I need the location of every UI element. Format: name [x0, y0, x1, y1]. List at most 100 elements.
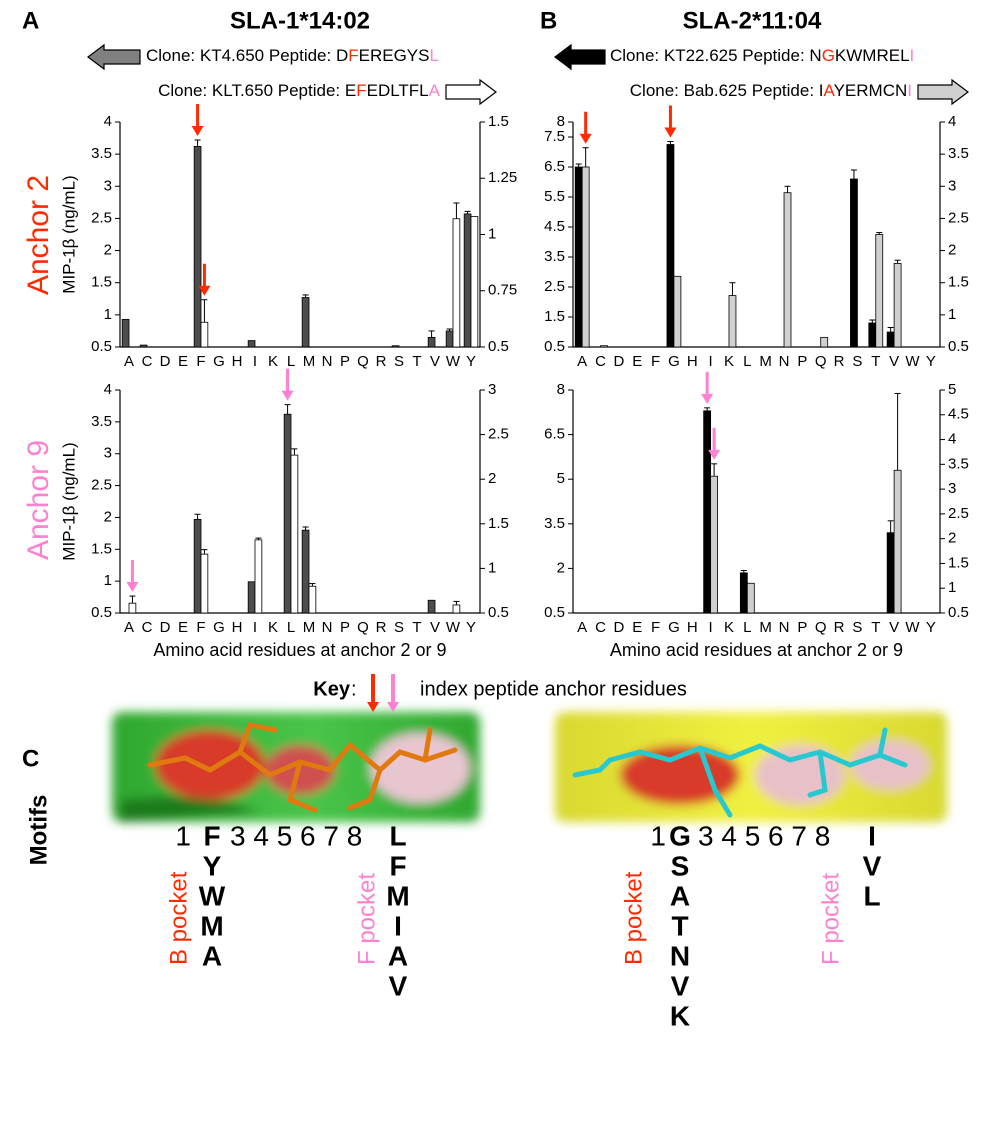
- x-tick-label: H: [687, 619, 698, 636]
- motifs-title: Motifs: [25, 795, 52, 866]
- panel-title: SLA-1*14:02: [230, 7, 370, 34]
- key-colon: :: [351, 678, 357, 700]
- x-tick-label: M: [759, 353, 772, 370]
- y2-tick-label: 2: [948, 530, 956, 547]
- bar: [893, 263, 902, 348]
- panel-title: SLA-2*11:04: [683, 7, 822, 34]
- anchor-arrow-head: [198, 285, 211, 296]
- clone-text-segment: EDLTFL: [367, 81, 429, 100]
- bar: [875, 234, 884, 348]
- anchor9-residue: V: [863, 850, 882, 881]
- anchor9-residue: I: [394, 910, 402, 941]
- y2-tick-label: 5: [948, 381, 956, 398]
- anchor2-residue: K: [670, 1000, 690, 1031]
- x-tick-label: S: [394, 619, 404, 636]
- x-tick-label: Y: [926, 353, 936, 370]
- clone-text-segment: I: [910, 46, 915, 65]
- x-tick-label: R: [834, 619, 845, 636]
- y-tick-label: 3.5: [544, 515, 565, 532]
- bar: [868, 322, 877, 348]
- y2-tick-label: 1.5: [948, 554, 969, 571]
- bar: [581, 166, 590, 348]
- clone-text-segment: Clone: KLT.650 Peptide: E: [158, 81, 356, 100]
- y2-tick-label: 2: [488, 470, 496, 487]
- clone-label: Clone: KT22.625 Peptide: NGKWMRELI: [610, 46, 914, 65]
- x-tick-label: H: [232, 619, 243, 636]
- anchor-arrow-head: [664, 127, 677, 138]
- x-tick-label: G: [213, 619, 225, 636]
- y-tick-label: 0.5: [91, 604, 112, 621]
- x-tick-label: F: [196, 619, 205, 636]
- y-tick-label: 5: [557, 470, 565, 487]
- clone-text-segment: Clone: KT22.625 Peptide: N: [610, 46, 822, 65]
- x-tick-label: L: [743, 619, 751, 636]
- b-pocket-label: B pocket: [620, 871, 647, 965]
- y2-tick-label: 2.5: [948, 505, 969, 522]
- bar: [254, 539, 263, 614]
- y-tick-label: 4: [104, 113, 112, 130]
- bar: [301, 297, 310, 348]
- anchor2-residue: N: [670, 940, 690, 971]
- x-tick-label: N: [322, 619, 333, 636]
- motif-position: 1: [650, 820, 666, 851]
- y-tick-label: 5.5: [544, 188, 565, 205]
- bar: [666, 144, 675, 348]
- x-tick-label: R: [376, 619, 387, 636]
- x-tick-label: H: [687, 353, 698, 370]
- f-pocket-label: F pocket: [353, 873, 380, 965]
- y2-tick-label: 1: [948, 306, 956, 323]
- bar: [452, 604, 461, 614]
- motif-position: 1: [175, 820, 191, 851]
- row-label: Anchor 2: [22, 175, 55, 295]
- x-tick-label: G: [213, 353, 225, 370]
- peptide-sticks-right: [572, 727, 908, 818]
- x-tick-label: C: [142, 619, 153, 636]
- x-tick-label: S: [852, 619, 862, 636]
- y-tick-label: 4.5: [544, 218, 565, 235]
- x-tick-label: R: [376, 353, 387, 370]
- anchor-arrow-head: [387, 702, 399, 712]
- y-tick-label: 7.5: [544, 128, 565, 145]
- x-tick-label: D: [160, 353, 171, 370]
- x-tick-label: T: [871, 353, 880, 370]
- y-tick-label: 3: [104, 445, 112, 462]
- x-tick-label: Y: [466, 353, 476, 370]
- bar: [247, 581, 256, 614]
- x-tick-label: Q: [815, 353, 827, 370]
- x-tick-label: D: [613, 619, 624, 636]
- bar: [886, 532, 895, 614]
- f-pocket-label: F pocket: [817, 873, 844, 965]
- x-tick-label: K: [268, 619, 278, 636]
- bar: [710, 475, 718, 614]
- x-tick-label: E: [178, 619, 188, 636]
- direction-arrow: [917, 78, 969, 106]
- bar: [308, 585, 317, 614]
- bar: [427, 599, 436, 614]
- b-pocket-label: B pocket: [165, 871, 192, 965]
- x-tick-label: I: [709, 619, 713, 636]
- clone-text-segment: Clone: Bab.625 Peptide: I: [630, 81, 824, 100]
- clone-text-segment: L: [429, 46, 438, 65]
- bar: [200, 321, 209, 348]
- motif-positions: 3 4 5 6 7 8: [230, 820, 362, 851]
- bar: [850, 178, 858, 348]
- anchor2-residue: Y: [203, 850, 222, 881]
- x-tick-label: W: [905, 619, 920, 636]
- anchor9-residue: I: [868, 820, 876, 851]
- y-tick-label: 1: [104, 306, 112, 323]
- bar: [301, 529, 310, 614]
- x-tick-label: L: [287, 353, 295, 370]
- x-tick-label: W: [446, 353, 461, 370]
- y-tick-label: 1: [104, 572, 112, 589]
- peptide-sticks-left: [147, 722, 458, 813]
- x-tick-label: P: [797, 619, 807, 636]
- anchor2-residue: A: [670, 880, 690, 911]
- x-tick-label: S: [852, 353, 862, 370]
- x-tick-label: C: [595, 353, 606, 370]
- x-tick-label: W: [446, 619, 461, 636]
- y2-tick-label: 2: [948, 242, 956, 259]
- bar: [728, 295, 737, 348]
- bar: [391, 345, 400, 348]
- x-tick-label: A: [577, 353, 587, 370]
